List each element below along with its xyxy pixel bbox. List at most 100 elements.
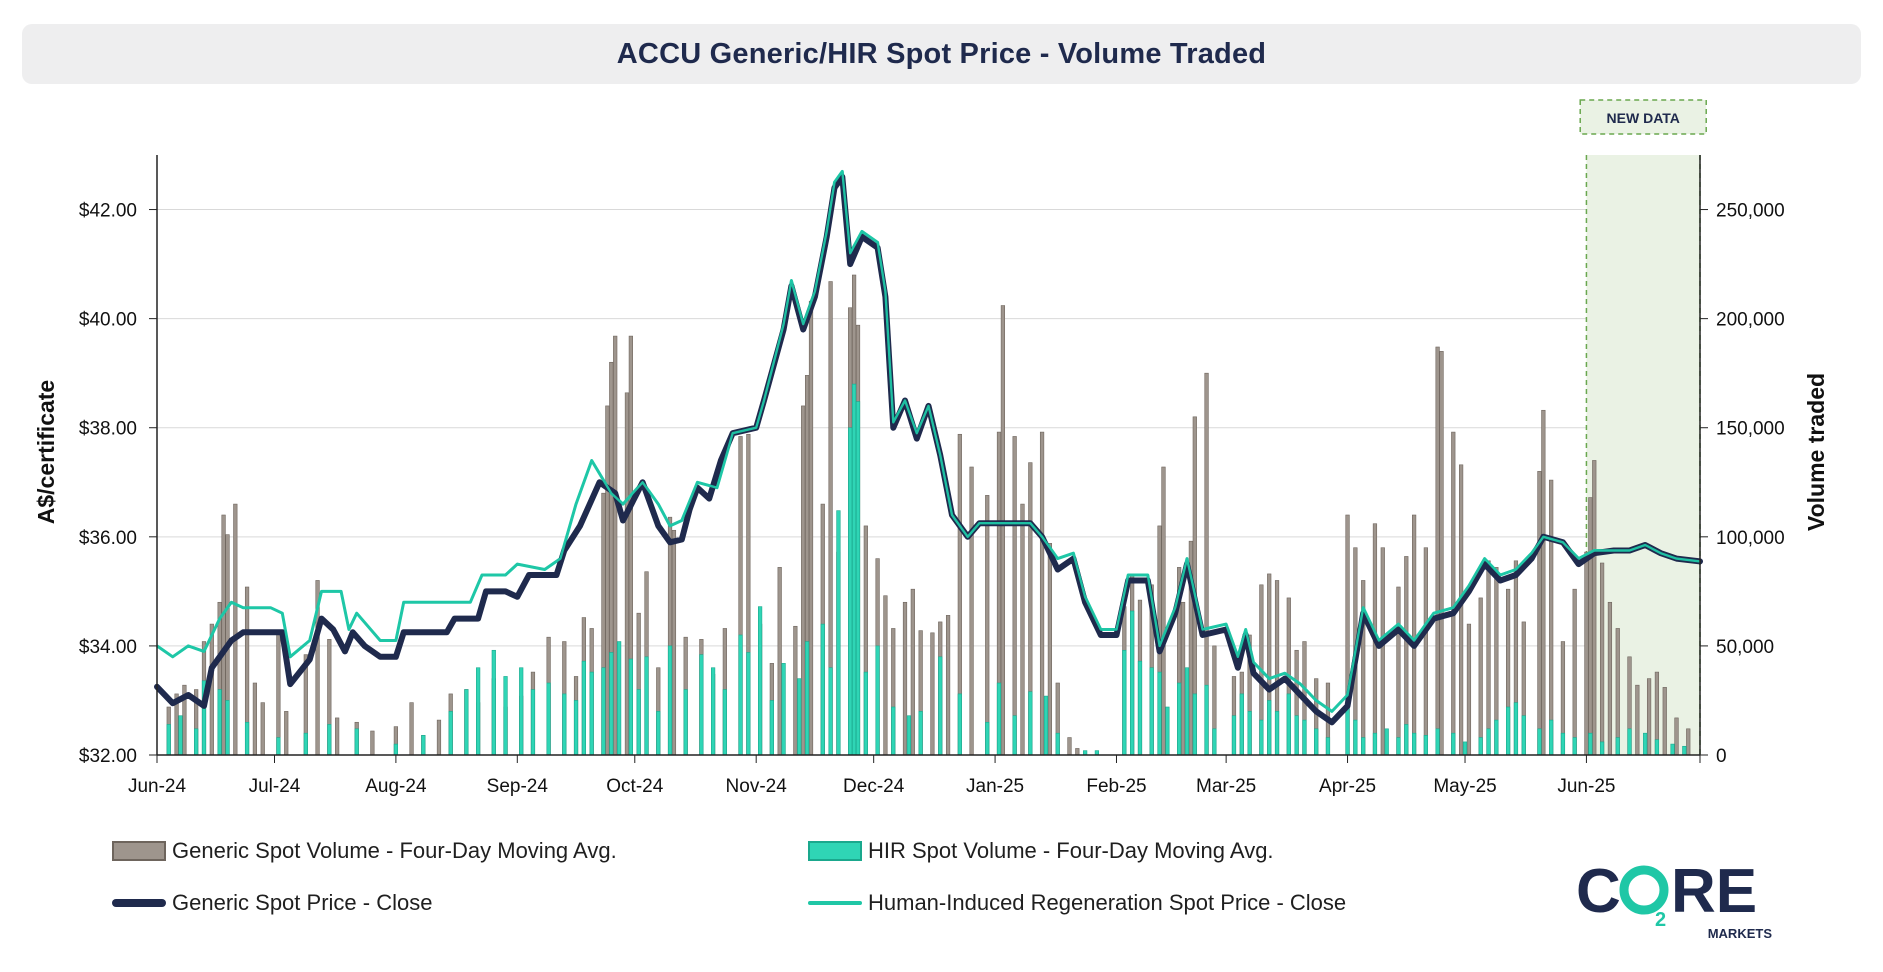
hir-volume-bar <box>1231 715 1237 756</box>
y-tick-label: $34.00 <box>79 637 137 658</box>
generic-volume-bar <box>1588 497 1593 756</box>
hir-volume-bar <box>194 728 199 756</box>
y-tick-label: $32.00 <box>79 746 137 767</box>
hir-volume-bar <box>1572 737 1577 756</box>
y2-tick-label: 200,000 <box>1716 310 1785 331</box>
hir-volume-bar <box>1682 745 1687 756</box>
generic-volume-bar <box>1599 562 1605 756</box>
hir-volume-bar <box>178 715 183 756</box>
hir-volume-bar <box>1314 728 1319 756</box>
generic-volume-bar <box>1439 351 1444 756</box>
hir-volume-bar <box>804 641 810 756</box>
hir-volume-bar <box>1521 715 1526 756</box>
x-tick-label: Apr-25 <box>1319 776 1376 797</box>
generic-volume-bar <box>1435 346 1440 756</box>
hir-volume-bar <box>562 693 567 756</box>
hir-volume-bar <box>699 654 704 756</box>
hir-volume-bar <box>820 623 825 756</box>
hir-volume-bar <box>738 634 743 756</box>
hir-volume-bar <box>617 641 622 756</box>
generic-volume-bar <box>1541 409 1546 756</box>
hir-volume-bar <box>1028 691 1033 756</box>
generic-volume-bar <box>985 495 990 756</box>
y-tick-label: $42.00 <box>79 201 137 222</box>
hir-volume-bar <box>797 678 802 756</box>
generic-volume-bar <box>1486 560 1491 756</box>
generic-volume-bar <box>1396 586 1401 756</box>
hir-volume-bar <box>863 671 868 756</box>
hir-volume-bar <box>711 667 716 756</box>
hir-volume-bar <box>421 735 426 756</box>
hir-volume-bar <box>1212 728 1217 756</box>
y-tick-label: $36.00 <box>79 528 137 549</box>
hir-volume-bar <box>354 728 359 756</box>
generic-volume-bar <box>1478 597 1483 756</box>
y2-tick-label: 50,000 <box>1716 637 1774 658</box>
hir-volume-bar <box>1412 732 1417 756</box>
generic-volume-bar <box>221 514 226 756</box>
generic-volume-bar <box>1615 628 1620 756</box>
generic-volume-bar <box>409 702 414 756</box>
generic-volume-bar <box>1047 543 1053 756</box>
x-tick-label: Feb-25 <box>1086 776 1146 797</box>
logo-tagline: MARKETS <box>1708 926 1773 940</box>
hir-volume-bar <box>244 721 250 756</box>
generic-volume-bar <box>1012 436 1017 756</box>
hir-volume-bar <box>1506 706 1511 756</box>
generic-volume-bar <box>1662 687 1667 756</box>
hir-volume-bar <box>758 606 763 756</box>
hir-volume-bar <box>503 676 508 756</box>
generic-volume-bar <box>252 682 258 756</box>
generic-volume-bar <box>1039 431 1045 756</box>
generic-volume-bar <box>910 588 915 756</box>
hir-volume-bar <box>1294 715 1299 756</box>
hir-volume-bar <box>644 656 649 756</box>
hir-volume-bar <box>1130 610 1135 756</box>
hir-volume-bar <box>581 660 586 756</box>
generic-volume-bar <box>613 335 618 756</box>
logo-o-ring <box>1619 865 1669 915</box>
x-tick-label: Nov-24 <box>726 776 788 797</box>
generic-volume-bar <box>1412 514 1417 756</box>
hir-volume-bar <box>464 689 469 756</box>
hir-volume-bar <box>1627 728 1632 756</box>
hir-volume-bar <box>1643 732 1648 756</box>
hir-volume-bar <box>573 700 579 756</box>
hir-volume-bar <box>546 682 551 756</box>
generic-volume-bar <box>1423 547 1428 756</box>
hir-volume-bar <box>1513 702 1519 756</box>
generic-volume-bar <box>1592 460 1597 756</box>
hir-volume-bar <box>1478 737 1483 756</box>
hir-volume-bar <box>1404 724 1409 756</box>
hir-volume-bar <box>1588 732 1593 756</box>
generic-volume-bar <box>1075 748 1080 756</box>
x-tick-label: Mar-25 <box>1196 776 1256 797</box>
hir-volume-bar <box>683 689 688 756</box>
generic-volume-bar <box>1686 728 1691 756</box>
generic-volume-bar <box>671 529 677 756</box>
hir-volume-bar <box>1396 737 1401 756</box>
x-tick-label: Sep-24 <box>487 776 549 797</box>
generic-volume-bars <box>166 274 1691 756</box>
generic-volume-bar <box>945 615 951 756</box>
hir-volume-bar <box>491 649 496 756</box>
hir-volume-bar <box>1043 695 1049 756</box>
gridlines <box>157 209 1700 647</box>
hir-volume-bar <box>1184 667 1190 756</box>
y2-tick-label: 150,000 <box>1716 419 1785 440</box>
y-tick-label: $38.00 <box>79 419 137 440</box>
hir-volume-bar <box>1274 711 1280 756</box>
y2-tick-label: 0 <box>1716 746 1727 767</box>
hir-volume-bar <box>1670 743 1675 756</box>
hir-volume-bar <box>225 700 230 756</box>
generic-volume-bar <box>1646 678 1652 756</box>
hir-volume-bar <box>1486 728 1491 756</box>
generic-volume-bar <box>1549 479 1554 756</box>
hir-volume-bar <box>828 667 833 756</box>
hir-price-line-overlay <box>156 170 1701 713</box>
x-tick-label: Jul-24 <box>249 776 301 797</box>
x-tick-label: Jun-25 <box>1557 776 1615 797</box>
hir-volume-bar <box>1494 719 1499 756</box>
generic-volume-bar <box>1607 601 1613 756</box>
